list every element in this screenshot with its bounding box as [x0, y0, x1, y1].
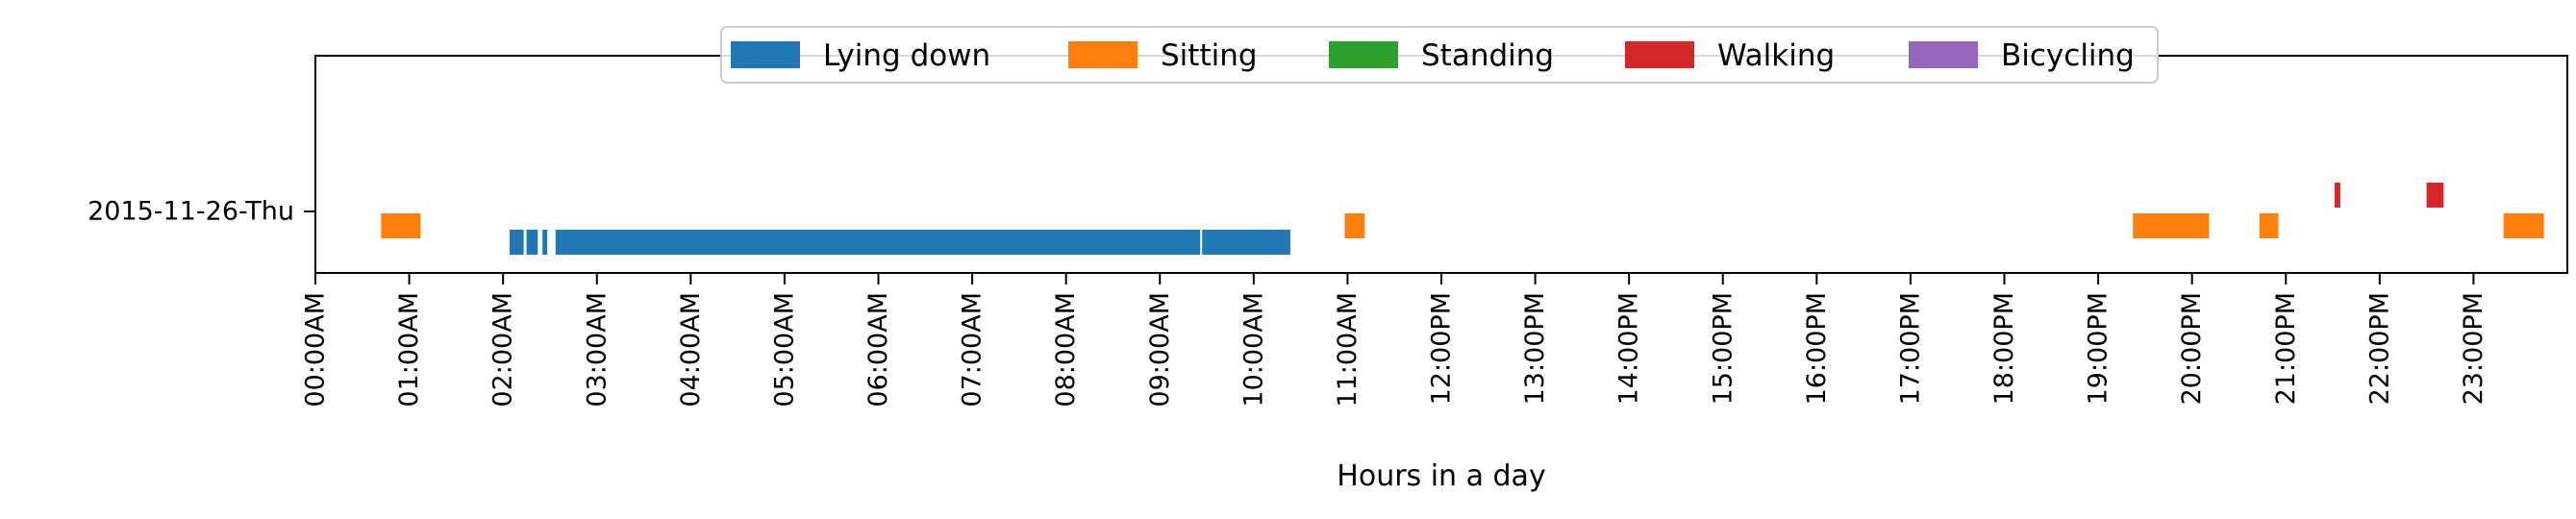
sitting-segment	[1344, 213, 1364, 238]
x-tick-label: 22:00PM	[2364, 292, 2394, 405]
walking-segment	[2426, 183, 2444, 208]
y-axis: 2015-11-26-Thu	[88, 197, 315, 227]
x-tick-label: 08:00AM	[1051, 292, 1081, 408]
legend-swatch	[1068, 41, 1138, 68]
x-tick-label: 16:00PM	[1802, 292, 1832, 405]
x-tick-label: 15:00PM	[1708, 292, 1738, 405]
walking-segment	[2335, 183, 2340, 208]
x-tick-label: 06:00AM	[863, 292, 893, 408]
legend-swatch	[1329, 41, 1398, 68]
lying-down-segment	[526, 230, 538, 255]
x-tick-label: 23:00PM	[2459, 292, 2488, 405]
x-tick-label: 04:00AM	[676, 292, 706, 408]
lying-down-segment	[510, 230, 524, 255]
legend-label: Bicycling	[2001, 38, 2135, 73]
x-tick-label: 05:00AM	[769, 292, 799, 408]
legend-entry-lying-down: Lying down	[731, 38, 990, 73]
legend-label: Standing	[1421, 38, 1554, 73]
x-tick-label: 00:00AM	[301, 292, 331, 408]
x-tick-label: 02:00AM	[488, 292, 518, 408]
x-axis: 00:00AM 01:00AM 02:00AM 03:00AM 04:00AM 05:00…	[301, 273, 2488, 408]
x-tick-label: 18:00PM	[1989, 292, 2019, 405]
legend: Lying down Sitting Standing Walking Bicyclin…	[720, 26, 2159, 84]
legend-swatch	[1909, 41, 1978, 68]
x-tick-label: 12:00PM	[1427, 292, 1457, 405]
lying-down-segment	[542, 230, 548, 255]
x-tick-label: 20:00PM	[2177, 292, 2207, 405]
x-tick-label: 09:00AM	[1145, 292, 1175, 408]
legend-entry-walking: Walking	[1625, 38, 1835, 73]
legend-entry-sitting: Sitting	[1068, 38, 1258, 73]
x-tick-label: 13:00PM	[1520, 292, 1550, 405]
x-tick-label: 01:00AM	[394, 292, 424, 408]
x-tick-label: 11:00AM	[1333, 292, 1363, 408]
x-tick-label: 19:00PM	[2084, 292, 2113, 405]
legend-label: Lying down	[823, 38, 990, 73]
lying-down-segment	[1202, 230, 1290, 255]
sitting-segment	[2503, 213, 2544, 238]
sitting-segment	[2259, 213, 2279, 238]
activity-bars	[381, 183, 2544, 255]
x-tick-label: 07:00AM	[958, 292, 988, 408]
legend-box	[720, 26, 2159, 84]
legend-entry-bicycling: Bicycling	[1909, 38, 2135, 73]
y-tick-label: 2015-11-26-Thu	[88, 197, 294, 227]
x-tick-label: 17:00PM	[1895, 292, 1925, 405]
x-tick-label: 21:00PM	[2271, 292, 2301, 405]
legend-label: Walking	[1717, 38, 1835, 73]
legend-swatch	[731, 41, 800, 68]
legend-label: Sitting	[1161, 38, 1258, 73]
x-tick-label: 03:00AM	[582, 292, 612, 408]
x-tick-label: 10:00AM	[1238, 292, 1268, 408]
legend-swatch	[1625, 41, 1694, 68]
x-axis-title: Hours in a day	[1337, 459, 1545, 493]
sitting-segment	[2133, 213, 2210, 238]
x-tick-label: 14:00PM	[1614, 292, 1644, 405]
sitting-segment	[381, 213, 421, 238]
legend-entry-standing: Standing	[1329, 38, 1554, 73]
lying-down-segment	[555, 230, 1201, 255]
